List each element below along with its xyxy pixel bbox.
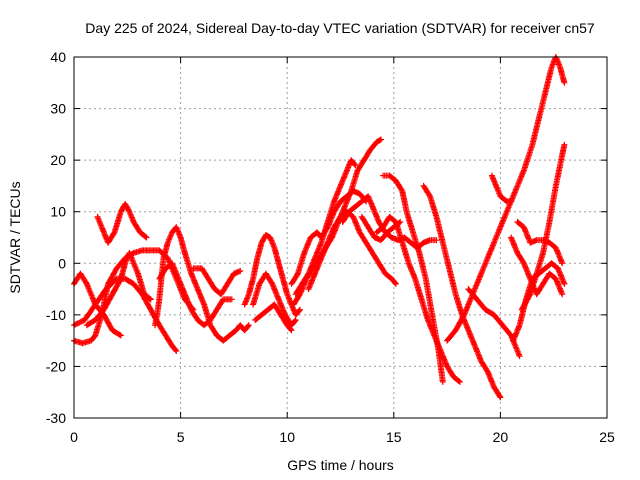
series-track-7 xyxy=(156,260,235,329)
series-track-21 xyxy=(444,54,568,344)
y-tick-label: 40 xyxy=(50,49,66,65)
series-track-22 xyxy=(488,172,515,205)
data-marker-trail xyxy=(83,250,154,329)
y-tick-label: -30 xyxy=(46,410,66,426)
plot-frame xyxy=(73,56,608,419)
data-marker-trail xyxy=(444,54,568,344)
y-axis-title: SDTVAR / TECUs xyxy=(7,181,23,293)
data-marker-trail xyxy=(250,270,299,329)
x-tick-label: 0 xyxy=(70,429,78,445)
data-marker-trail xyxy=(190,265,244,298)
data-marker-trail xyxy=(156,260,235,329)
series-track-26 xyxy=(465,286,523,360)
x-tick-label: 10 xyxy=(279,429,295,445)
y-tick-label: 30 xyxy=(50,101,66,117)
x-axis-title: GPS time / hours xyxy=(287,457,394,473)
data-marker-trail xyxy=(94,201,150,246)
data-marker-trail xyxy=(252,301,295,334)
y-tick-label: 20 xyxy=(50,152,66,168)
series-track-27 xyxy=(518,141,568,313)
data-marker-trail xyxy=(420,182,504,401)
y-tick-label: 10 xyxy=(50,204,66,220)
chart-title: Day 225 of 2024, Sidereal Day-to-day VTE… xyxy=(85,20,595,36)
data-marker-trail xyxy=(292,157,359,298)
series-track-5 xyxy=(83,250,154,329)
data-layer xyxy=(71,54,568,401)
y-tick-label: -20 xyxy=(46,358,66,374)
series-track-6 xyxy=(152,224,252,344)
data-marker-trail xyxy=(510,260,568,344)
series-track-23 xyxy=(510,260,568,344)
data-marker-trail xyxy=(488,172,515,205)
series-track-20 xyxy=(420,182,504,401)
series-track-19 xyxy=(373,213,463,385)
x-tick-label: 25 xyxy=(599,429,615,445)
data-marker-trail xyxy=(373,213,463,385)
data-marker-trail xyxy=(152,224,252,344)
series-track-4 xyxy=(94,201,150,246)
series-track-14 xyxy=(292,157,359,298)
x-tick-label: 5 xyxy=(177,429,185,445)
series-track-8 xyxy=(190,265,244,298)
series-track-15 xyxy=(305,208,399,293)
x-tick-label: 20 xyxy=(493,429,509,445)
y-tick-label: 0 xyxy=(58,255,66,271)
data-marker-trail xyxy=(305,208,399,293)
x-tick-label: 15 xyxy=(386,429,402,445)
data-marker-trail xyxy=(465,286,523,360)
y-tick-label: -10 xyxy=(46,307,66,323)
series-track-11 xyxy=(252,301,295,334)
series-track-10 xyxy=(250,270,299,329)
data-marker-trail xyxy=(518,141,568,313)
